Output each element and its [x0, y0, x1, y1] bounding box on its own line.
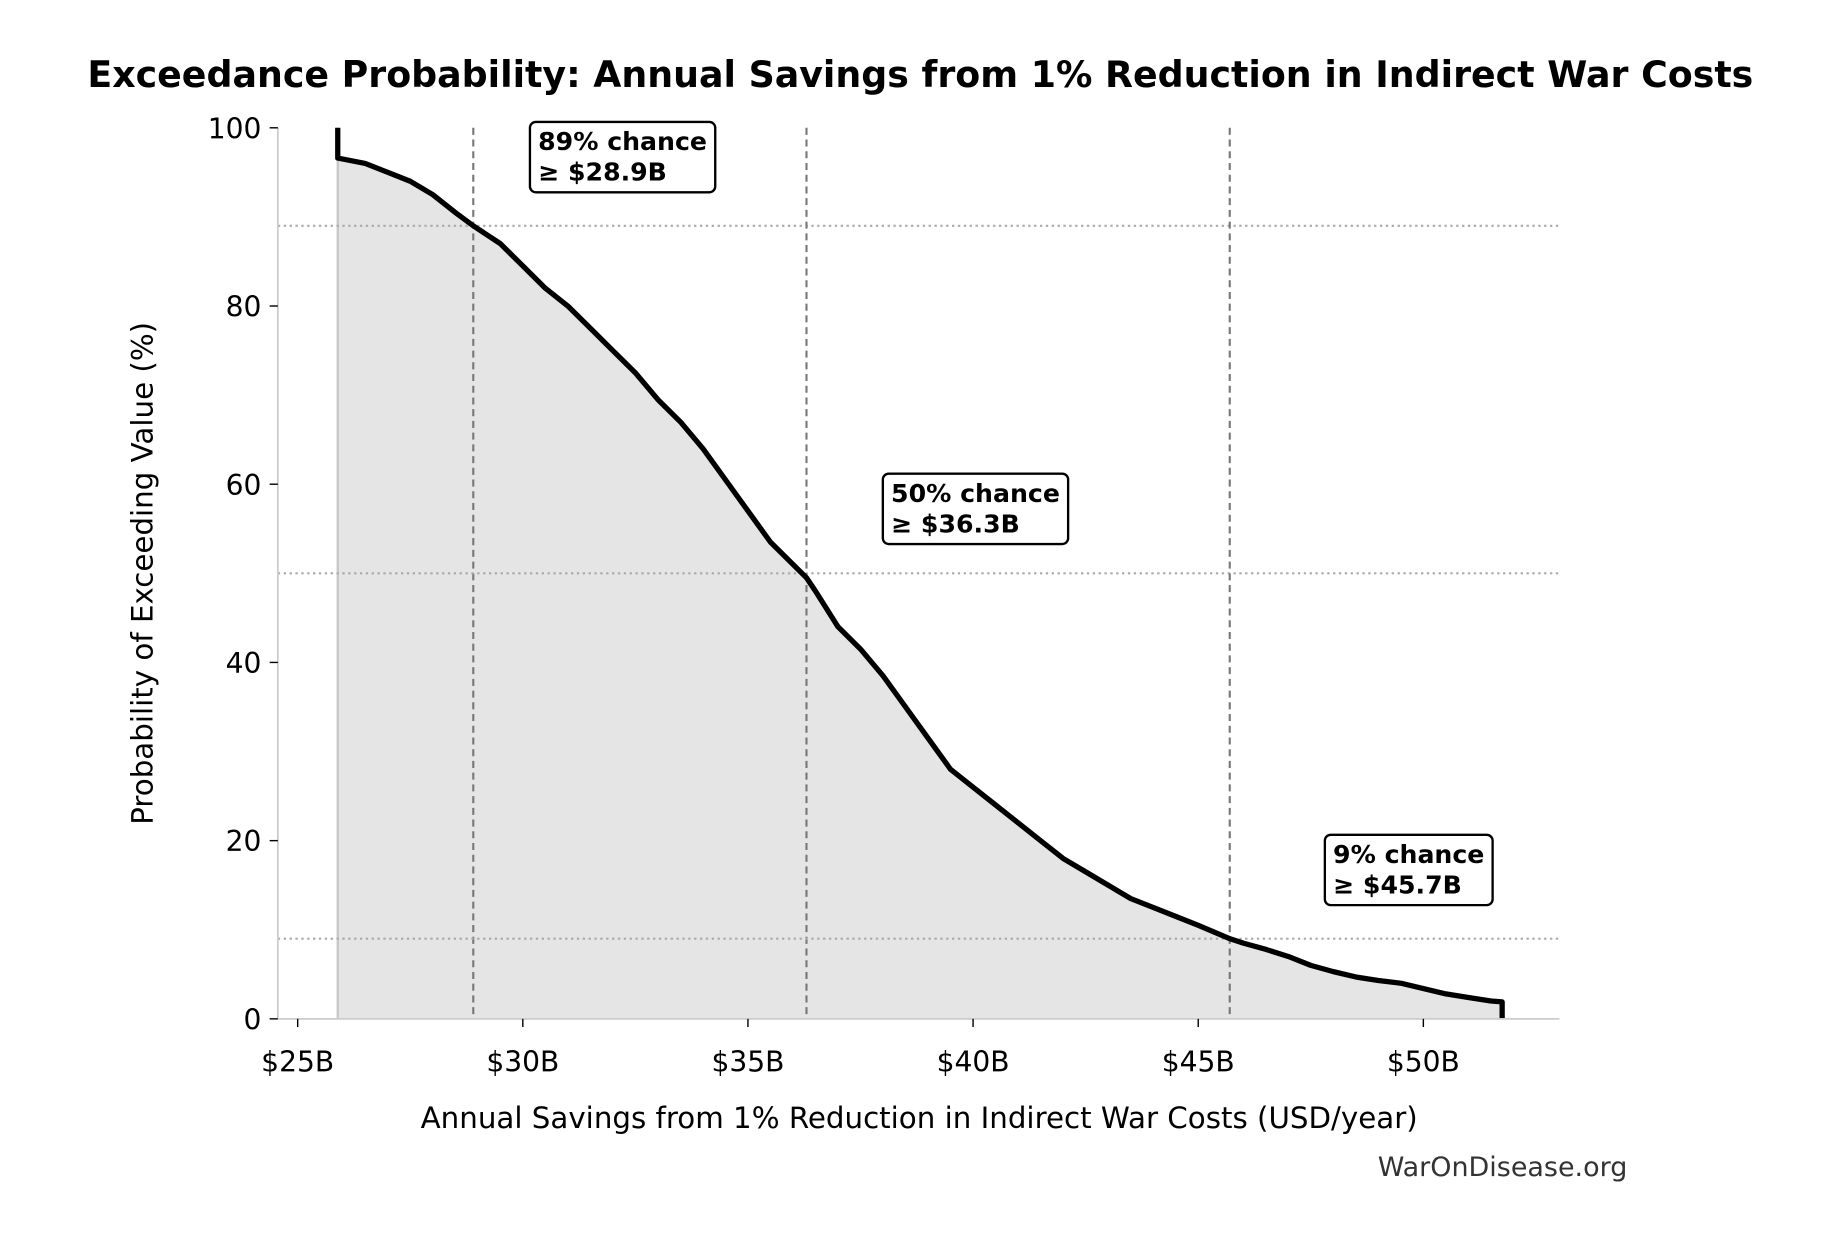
y-tick-label: 80 — [226, 291, 262, 324]
annotation-text: ≥ $36.3B — [891, 509, 1020, 538]
watermark: WarOnDisease.org — [1378, 1152, 1628, 1183]
x-tick-label: $50B — [1387, 1046, 1460, 1079]
line — [335, 127, 1505, 1019]
x-tick-label: $35B — [711, 1046, 784, 1079]
x-tick-label: $30B — [486, 1046, 559, 1079]
y-tick-label: 40 — [226, 647, 262, 680]
annotation: 9% chance≥ $45.7B — [1323, 833, 1494, 907]
annotation-text: 9% chance — [1333, 840, 1484, 869]
annotation-box — [881, 472, 1070, 546]
y-tick-label: 60 — [226, 469, 262, 502]
x-tick-label: $45B — [1162, 1046, 1235, 1079]
y-tick-label: 0 — [244, 1003, 262, 1036]
chart-title: Exceedance Probability: Annual Savings f… — [87, 53, 1753, 96]
annotation-box — [528, 120, 717, 194]
annotation: 89% chance≥ $28.9B — [528, 120, 717, 194]
area — [337, 127, 1503, 1019]
annotation-box — [1323, 833, 1494, 907]
y-tick-label: 20 — [226, 825, 262, 858]
y-tick-label: 100 — [208, 112, 262, 145]
y-axis-label: Probability of Exceeding Value (%) — [125, 322, 159, 825]
annotation-text: 89% chance — [538, 127, 707, 156]
x-tick-label: $25B — [261, 1046, 334, 1079]
annotation-text: ≥ $28.9B — [538, 158, 667, 187]
annotation-text: 50% chance — [891, 479, 1060, 508]
x-tick-label: $40B — [937, 1046, 1010, 1079]
annotation-text: ≥ $45.7B — [1333, 870, 1462, 899]
x-axis-label: Annual Savings from 1% Reduction in Indi… — [421, 1101, 1418, 1135]
annotation: 50% chance≥ $36.3B — [881, 472, 1070, 546]
